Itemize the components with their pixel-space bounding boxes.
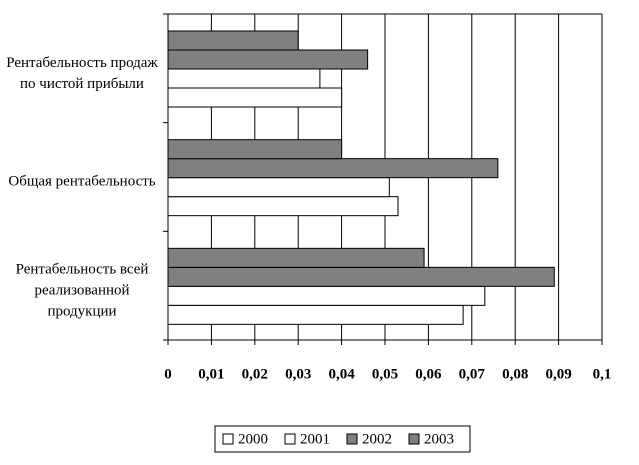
- x-tick-label: 0,05: [372, 366, 398, 382]
- category-label: Рентабельность продаж по чистой прибыли: [6, 54, 158, 92]
- legend-swatch: [284, 433, 296, 445]
- bar: [167, 49, 369, 70]
- bar: [167, 266, 555, 287]
- legend-swatch: [222, 433, 234, 445]
- x-tick-label: 0,07: [459, 366, 486, 382]
- legend-label: 2003: [424, 431, 454, 447]
- bar: [167, 158, 499, 179]
- legend-label: 2001: [300, 431, 330, 447]
- bar: [167, 196, 399, 217]
- bar: [167, 304, 464, 325]
- bar: [167, 87, 343, 108]
- legend-swatch: [408, 433, 420, 445]
- x-tick-label: 0,04: [328, 366, 355, 382]
- legend-box: [214, 425, 471, 453]
- legend-swatch: [346, 433, 358, 445]
- bar: [167, 285, 486, 306]
- bar: [167, 177, 390, 198]
- bar: [167, 68, 321, 89]
- bar: [167, 247, 425, 268]
- legend-label: 2002: [362, 431, 392, 447]
- x-tick-label: 0,01: [198, 366, 224, 382]
- x-tick-label: 0,03: [285, 366, 311, 382]
- x-tick-label: 0,09: [545, 366, 571, 382]
- x-tick-label: 0,1: [593, 366, 612, 382]
- x-tick-label: 0,02: [242, 366, 268, 382]
- bar: [167, 139, 343, 160]
- x-tick-label: 0: [164, 366, 172, 382]
- bar: [167, 30, 299, 51]
- category-label: Общая рентабельность: [8, 173, 156, 190]
- category-label: Рентабельность всей реализованной продук…: [15, 261, 149, 320]
- legend-label: 2000: [238, 431, 268, 447]
- x-tick-label: 0,08: [502, 366, 528, 382]
- x-tick-label: 0,06: [415, 366, 442, 382]
